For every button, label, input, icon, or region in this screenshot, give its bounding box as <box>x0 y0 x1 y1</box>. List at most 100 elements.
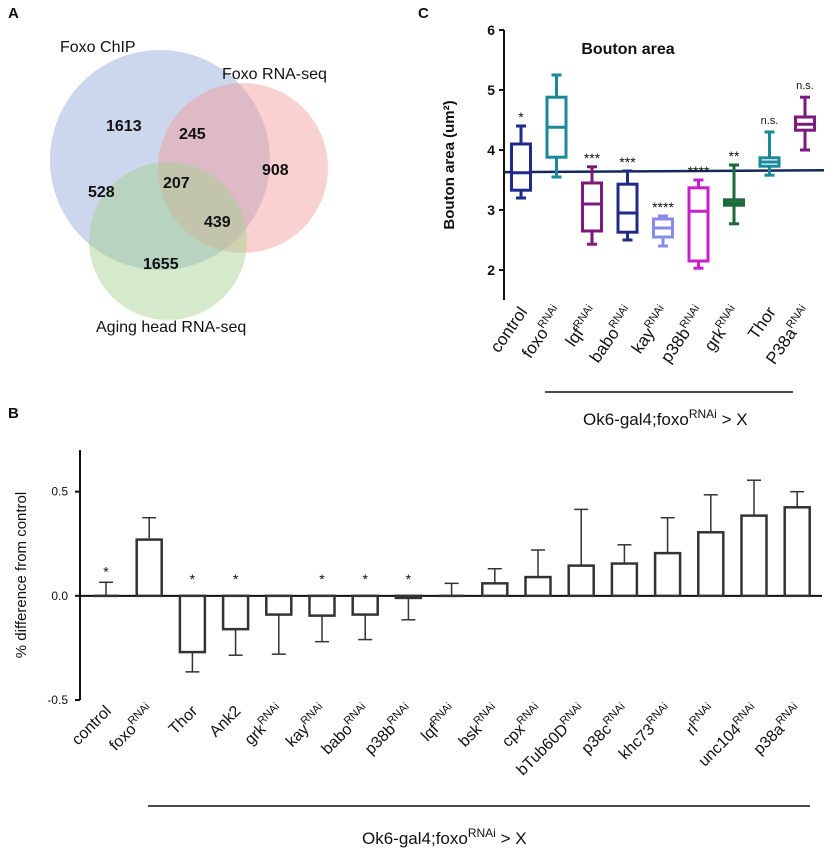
chart-c-box-foxo <box>545 73 568 179</box>
venn-count-chip-only: 1613 <box>106 118 142 135</box>
chart-b-bar-bsk <box>481 568 509 598</box>
chart-b-bar-thor: * <box>178 571 207 673</box>
chart-c-ytick-label: 3 <box>487 202 495 218</box>
venn-diagram: Foxo ChIP Foxo RNA-seq Aging head RNA-se… <box>50 39 328 336</box>
chart-c-ytick-label: 4 <box>487 142 495 158</box>
chart-c-box-babo: *** <box>616 154 639 242</box>
chart-c-group-label: Ok6-gal4;foxoRNAi > X <box>583 407 748 429</box>
chart-c-reference-line <box>503 168 825 174</box>
chart-b-bar <box>265 594 293 616</box>
chart-b-bar-btub60d <box>567 508 595 598</box>
chart-b-significance: * <box>406 571 412 587</box>
chart-b-bar-rl <box>697 494 725 598</box>
chart-b-bar <box>653 551 682 598</box>
chart-c-category-label: Thor <box>744 303 780 343</box>
chart-c-box-control: * <box>510 109 532 200</box>
chart-b-ytick-label: 0.5 <box>51 485 68 499</box>
chart-b-bar <box>394 594 423 600</box>
chart-c-ytick-label: 2 <box>487 262 495 278</box>
chart-c-box-iqr <box>616 182 639 234</box>
chart-c-box-kay: **** <box>652 199 674 248</box>
chart-c-y-label: Bouton area (um²) <box>441 100 458 229</box>
chart-b-y-label: % difference from control <box>13 492 30 658</box>
chart-b-bar <box>135 538 163 598</box>
chart-b-category-label: Thor <box>166 702 202 738</box>
chart-b-bar <box>178 594 207 654</box>
chart-b-bar <box>481 582 509 598</box>
chart-c-box-thor: n.s. <box>758 115 781 177</box>
chart-b-significance: * <box>319 571 325 587</box>
chart-b-bar-foxo <box>135 516 163 598</box>
chart-b-ytick-label: 0.0 <box>51 589 68 603</box>
chart-b-category-label: grkRNAi <box>240 701 288 749</box>
chart-b-bar-p38c <box>610 544 639 598</box>
chart-b-bar <box>610 562 639 598</box>
chart-c-significance: **** <box>688 163 710 179</box>
chart-b-category-label: p38bRNAi <box>360 701 417 758</box>
venn-count-rnaseq-aging: 439 <box>204 214 231 231</box>
venn-count-aging-only: 1655 <box>143 256 179 273</box>
chart-b-bar <box>308 594 336 617</box>
venn-label-foxo-chip: Foxo ChIP <box>60 39 136 56</box>
chart-c-significance: n.s. <box>761 115 779 127</box>
chart-b-category-label: bskRNAi <box>454 701 504 751</box>
chart-b-bar <box>221 594 250 631</box>
chart-b-bar <box>783 506 811 598</box>
chart-c-category-label: grkRNAi <box>700 303 745 355</box>
chart-b-significance: * <box>362 571 368 587</box>
panel-a-letter: A <box>8 5 19 22</box>
chart-b-bar-lqf <box>439 582 465 598</box>
chart-c-box-p38b: **** <box>687 163 710 270</box>
chart-c-box-iqr <box>687 186 710 263</box>
chart-c-significance: ** <box>729 148 740 164</box>
chart-b-bar <box>697 531 725 598</box>
chart-b-bar-khc73 <box>653 516 682 598</box>
chart-b-category-label: lqfRNAi <box>416 701 460 745</box>
chart-b-significance: * <box>190 571 196 587</box>
chart-c-significance: n.s. <box>796 80 814 92</box>
chart-b-bar-cpx <box>524 549 552 598</box>
venn-count-chip-aging: 528 <box>88 184 115 201</box>
chart-b-bar <box>740 514 768 598</box>
chart-b-ytick-label: -0.5 <box>47 693 68 707</box>
chart-c-box-iqr <box>510 142 532 192</box>
venn-count-rnaseq-only: 908 <box>262 162 289 179</box>
venn-label-foxo-rnaseq: Foxo RNA-seq <box>222 66 327 83</box>
chart-c-significance: * <box>518 109 524 125</box>
chart-b-category-label: rlRNAi <box>681 701 720 740</box>
chart-b-bar-babo: * <box>351 571 379 641</box>
chart-b-bar <box>351 594 379 616</box>
chart-c-significance: *** <box>619 154 636 170</box>
chart-c-ytick-label: 5 <box>487 82 495 98</box>
venn-count-all-three: 207 <box>163 175 190 192</box>
chart-b-percent-difference: 0.50.0-0.5% difference from control *cont… <box>13 450 822 848</box>
chart-b-bar-grk <box>265 594 293 655</box>
chart-c-significance: **** <box>652 199 674 215</box>
chart-c-title: Bouton area <box>581 41 674 58</box>
venn-circle-foxo-rnaseq <box>158 83 328 253</box>
chart-b-bar-unc104 <box>740 479 768 598</box>
venn-circle-aging-rnaseq <box>89 162 247 320</box>
chart-c-box-grk: ** <box>723 148 745 226</box>
chart-b-bar-p38a <box>783 490 811 598</box>
chart-b-bar <box>524 575 552 598</box>
venn-circle-foxo-chip <box>50 50 270 270</box>
chart-b-category-label: Ank2 <box>207 703 245 741</box>
chart-c-ytick-label: 6 <box>487 22 495 38</box>
venn-count-chip-rnaseq: 245 <box>179 126 206 143</box>
venn-label-aging-rnaseq: Aging head RNA-seq <box>96 319 246 336</box>
chart-b-significance: * <box>103 563 109 579</box>
chart-b-bar-ank2: * <box>221 571 250 656</box>
chart-b-significance: * <box>233 571 239 587</box>
panel-c-letter: C <box>418 5 429 22</box>
chart-b-group-label: Ok6-gal4;foxoRNAi > X <box>362 826 527 848</box>
chart-b-category-label: p38aRNAi <box>749 701 806 758</box>
chart-b-category-label: foxoRNAi <box>104 701 158 755</box>
panel-b-letter: B <box>8 405 19 422</box>
chart-b-bar-control: * <box>93 563 119 598</box>
chart-c-box-lqf: *** <box>581 150 603 246</box>
chart-c-box-p38a: n.s. <box>794 80 816 152</box>
chart-b-bar-kay: * <box>308 571 336 643</box>
